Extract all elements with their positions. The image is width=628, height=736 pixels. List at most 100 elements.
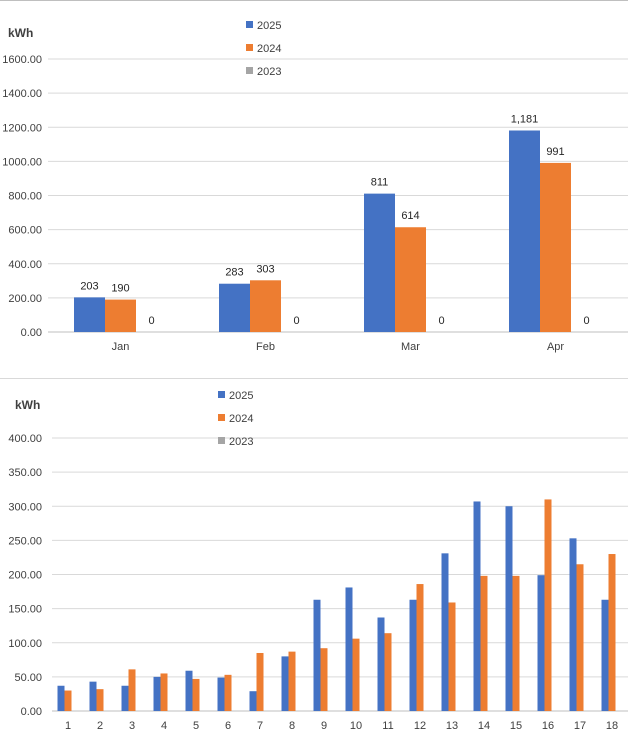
data-label: 303: [256, 263, 274, 275]
y-unit-label: kWh: [8, 26, 33, 40]
y-tick-label: 200.00: [8, 570, 42, 582]
legend-label: 2024: [257, 43, 281, 55]
bar-2025-7: [249, 691, 257, 711]
bar-2024-16: [544, 499, 552, 711]
bar-2024-14: [480, 575, 488, 711]
legend-label: 2023: [257, 66, 281, 78]
data-label: 991: [546, 146, 564, 158]
y-tick-label: 1000.00: [2, 156, 42, 168]
x-tick-label: 15: [510, 720, 522, 732]
bar-2025-Jan: [74, 297, 105, 332]
bar-2024-8: [288, 651, 296, 711]
daily-chart-panel: kWh 0.00 50.00 100.00 150.00 200.00 250.00 300.…: [0, 378, 628, 735]
bar-2025-Feb: [219, 283, 250, 332]
bar-2025-14: [473, 501, 481, 711]
bar-2025-8: [281, 656, 289, 711]
legend-label: 2023: [229, 436, 253, 448]
data-label: 283: [225, 267, 243, 279]
y-tick-label: 1400.00: [2, 88, 42, 100]
y-tick-label: 100.00: [8, 638, 42, 650]
x-tick-label: 4: [161, 720, 167, 732]
data-label: 0: [148, 315, 154, 327]
x-tick-label: 9: [321, 720, 327, 732]
legend-swatch-2023: [246, 67, 253, 74]
bar-2025-13: [441, 553, 449, 711]
x-tick-label: 17: [574, 720, 586, 732]
bar-2025-17: [569, 538, 577, 711]
bar-2025-Apr: [509, 130, 540, 332]
legend-swatch-2025: [218, 391, 225, 398]
y-tick-label: 150.00: [8, 604, 42, 616]
legend-swatch-2023: [218, 437, 225, 444]
y-tick-label: 1200.00: [2, 122, 42, 134]
legend-swatch-2024: [246, 44, 253, 51]
y-tick-label: 200.00: [8, 293, 42, 305]
y-tick-label: 800.00: [8, 191, 42, 203]
x-tick-label: 16: [542, 720, 554, 732]
bar-2024-Mar: [395, 227, 426, 332]
monthly-chart-panel: kWh 0.00 200.00 400.00 600.00 800.00 1000.00 12…: [0, 0, 628, 353]
bar-2024-9: [320, 648, 328, 711]
y-tick-label: 400.00: [8, 433, 42, 445]
legend-label: 2025: [257, 20, 281, 32]
data-label: 614: [401, 210, 419, 222]
bar-2024-Jan: [105, 299, 136, 332]
bar-2024-13: [448, 602, 456, 711]
y-tick-label: 50.00: [14, 672, 42, 684]
bar-2025-5: [185, 670, 193, 711]
legend-swatch-2024: [218, 414, 225, 421]
x-tick-label: Jan: [112, 341, 130, 353]
bar-2024-3: [128, 669, 136, 711]
x-tick-label: 10: [350, 720, 362, 732]
y-unit-label: kWh: [15, 398, 40, 412]
data-label: 1,181: [511, 113, 539, 125]
data-label: 190: [111, 283, 129, 295]
bar-2025-11: [377, 617, 385, 711]
bar-2025-16: [537, 575, 545, 711]
data-label: 0: [438, 315, 444, 327]
legend-swatch-2025: [246, 21, 253, 28]
bar-2024-17: [576, 564, 584, 711]
x-tick-label: Mar: [401, 341, 420, 353]
x-tick-label: Feb: [256, 341, 275, 353]
bar-2025-4: [153, 676, 161, 711]
legend-label: 2024: [229, 413, 253, 425]
bar-2024-11: [384, 633, 392, 711]
bar-2024-4: [160, 673, 168, 711]
y-tick-label: 0.00: [21, 327, 42, 339]
x-tick-label: 8: [289, 720, 295, 732]
x-tick-label: 6: [225, 720, 231, 732]
y-tick-label: 350.00: [8, 467, 42, 479]
x-tick-label: 13: [446, 720, 458, 732]
bar-2025-6: [217, 677, 225, 711]
bar-2024-12: [416, 584, 424, 711]
bar-2025-10: [345, 587, 353, 711]
x-tick-label: 18: [606, 720, 618, 732]
y-tick-label: 400.00: [8, 259, 42, 271]
bar-2025-12: [409, 599, 417, 711]
monthly-kwh-chart: kWh 0.00 200.00 400.00 600.00 800.00 1000.00 12…: [2, 20, 628, 353]
x-tick-label: 14: [478, 720, 490, 732]
data-label: 811: [371, 177, 389, 189]
y-tick-label: 0.00: [21, 706, 42, 718]
bar-2025-3: [121, 685, 129, 711]
bar-2025-1: [57, 685, 65, 711]
x-tick-label: 2: [97, 720, 103, 732]
bar-2024-15: [512, 575, 520, 711]
x-tick-label: 1: [65, 720, 71, 732]
data-label: 0: [293, 315, 299, 327]
daily-kwh-chart: kWh 0.00 50.00 100.00 150.00 200.00 250.00 300.…: [8, 390, 628, 732]
bar-2025-18: [601, 599, 609, 711]
y-tick-label: 600.00: [8, 225, 42, 237]
bar-2024-Feb: [250, 280, 281, 332]
y-tick-label: 250.00: [8, 535, 42, 547]
bar-2024-18: [608, 554, 616, 711]
bar-2025-2: [89, 681, 97, 711]
bar-2024-7: [256, 652, 264, 711]
bar-2024-Apr: [540, 162, 571, 332]
x-tick-label: 12: [414, 720, 426, 732]
x-tick-label: 5: [193, 720, 199, 732]
bar-2025-15: [505, 506, 513, 711]
bar-2024-5: [192, 678, 200, 711]
data-label: 0: [583, 315, 589, 327]
